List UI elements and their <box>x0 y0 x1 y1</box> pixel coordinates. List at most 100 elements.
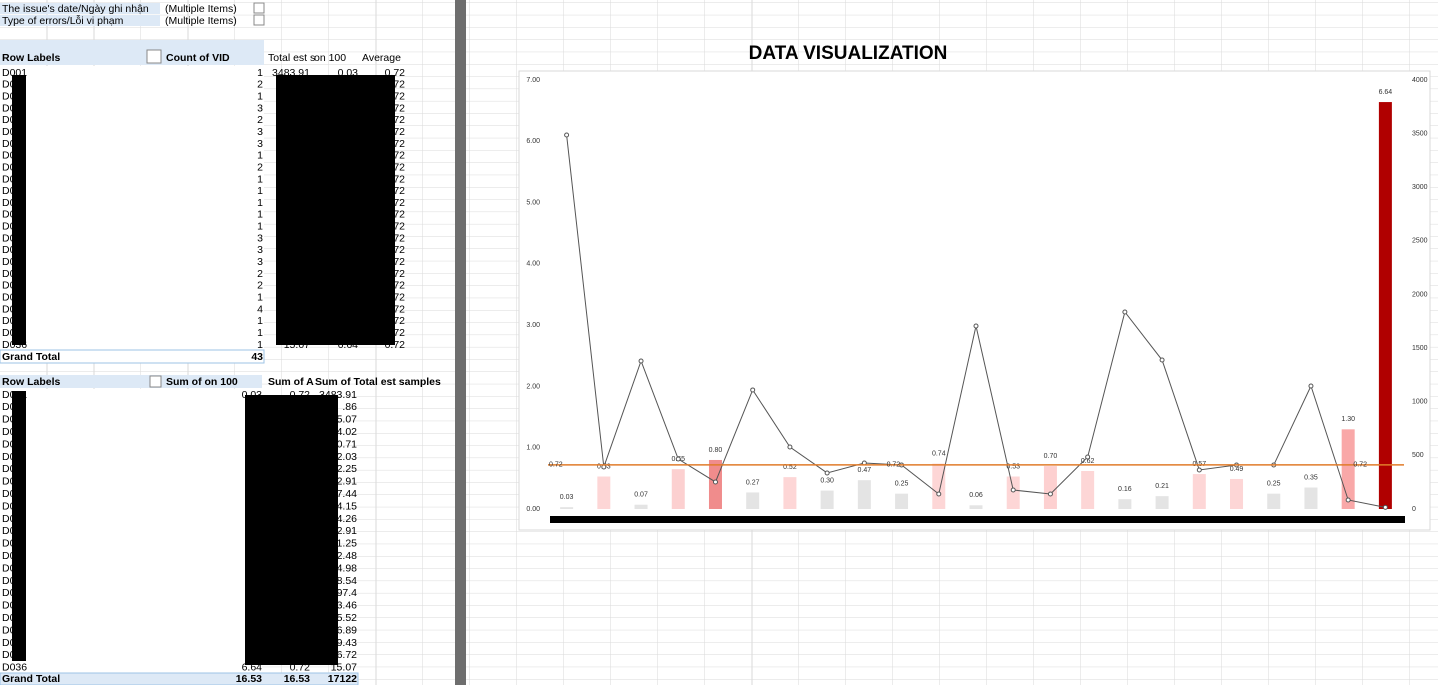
marker <box>1382 504 1388 510</box>
bar <box>1341 429 1355 509</box>
data-label: 0.21 <box>1155 483 1169 490</box>
grand-total-value: 16.53 <box>236 673 262 685</box>
cell: 1 <box>257 197 263 209</box>
bar <box>1081 471 1095 509</box>
filter-bg <box>0 15 160 26</box>
cell: 97.4 <box>337 587 358 599</box>
cell: 3 <box>257 102 263 114</box>
cell: 3 <box>257 138 263 150</box>
bar <box>708 459 722 509</box>
y2-tick-label: 500 <box>1412 452 1424 459</box>
bar <box>932 463 946 509</box>
redaction <box>12 391 26 661</box>
data-label: 0.27 <box>746 479 760 486</box>
header-bg <box>0 375 262 388</box>
data-label: 0.25 <box>1267 481 1281 488</box>
y2-tick-label: 4000 <box>1412 77 1428 84</box>
data-label: 0.80 <box>709 447 723 454</box>
cell: 6.89 <box>337 624 358 636</box>
data-label: 0.30 <box>820 477 834 484</box>
filter-value: (Multiple Items) <box>165 15 237 27</box>
data-label: 0.62 <box>1081 458 1095 465</box>
bar <box>969 505 983 509</box>
cell: 1 <box>257 315 263 327</box>
cell: 3 <box>257 256 263 268</box>
y2-tick-label: 1000 <box>1412 399 1428 406</box>
marker <box>1085 454 1091 460</box>
y-tick-label: 7.00 <box>526 77 540 84</box>
y-tick-label: 3.00 <box>526 322 540 329</box>
bar <box>783 477 797 509</box>
bar <box>597 476 611 509</box>
average-label: 0.72 <box>887 462 901 469</box>
cell: 4.02 <box>337 426 358 438</box>
column-header: Total est s <box>268 52 315 64</box>
filter-button[interactable] <box>253 2 265 14</box>
average-label: 0.72 <box>549 462 563 469</box>
bar <box>1118 499 1132 509</box>
y2-tick-label: 0 <box>1412 506 1416 513</box>
bar <box>1006 476 1020 509</box>
marker <box>824 470 830 476</box>
y-tick-label: 0.00 <box>526 506 540 513</box>
filter-button[interactable] <box>146 49 162 64</box>
cell: 1 <box>257 185 263 197</box>
cell: 2 <box>257 114 263 126</box>
bar <box>1230 478 1244 509</box>
marker <box>750 387 756 393</box>
cell: 2.91 <box>337 476 358 488</box>
filter-label: The issue's date/Ngày ghi nhận <box>2 3 149 15</box>
filter-button[interactable] <box>253 14 265 26</box>
cell: 3 <box>257 126 263 138</box>
y2-tick-label: 3500 <box>1412 130 1428 137</box>
cell: 2.48 <box>337 550 358 562</box>
marker <box>1159 357 1165 363</box>
bar <box>1043 466 1057 509</box>
marker <box>712 479 718 485</box>
marker <box>564 132 570 138</box>
redaction <box>550 516 1405 523</box>
cell: 2.25 <box>337 463 358 475</box>
pane-divider[interactable] <box>455 0 466 685</box>
y2-tick-label: 2500 <box>1412 238 1428 245</box>
bar <box>857 480 871 509</box>
cell: 2 <box>257 268 263 280</box>
filter-button[interactable] <box>149 375 162 388</box>
total-bg <box>0 349 265 364</box>
bar <box>671 469 685 509</box>
data-label: 0.07 <box>634 492 648 499</box>
data-label: 0.74 <box>932 450 946 457</box>
cell: 1 <box>257 339 263 351</box>
marker <box>936 491 942 497</box>
redaction <box>12 75 26 345</box>
column-header: on 100 <box>314 52 346 64</box>
chart-title: DATA VISUALIZATION <box>749 43 948 64</box>
column-header: Row Labels <box>2 376 61 388</box>
grand-total-label: Grand Total <box>2 673 60 685</box>
cell: 9.43 <box>337 637 358 649</box>
data-label: 1.30 <box>1341 416 1355 423</box>
data-label: 6.64 <box>1379 89 1393 96</box>
y-tick-label: 4.00 <box>526 261 540 268</box>
y-tick-label: 1.00 <box>526 445 540 452</box>
column-header: Sum of on 100 <box>166 376 238 388</box>
cell: 0.71 <box>337 438 358 450</box>
bar <box>1304 487 1318 509</box>
cell: 2 <box>257 280 263 292</box>
marker <box>1122 309 1128 315</box>
grand-total-label: Grand Total <box>2 351 60 363</box>
cell: 5.52 <box>337 612 358 624</box>
data-label: 0.06 <box>969 492 983 499</box>
data-label: 0.03 <box>560 494 574 501</box>
y-tick-label: 2.00 <box>526 383 540 390</box>
cell: 8.54 <box>337 575 358 587</box>
marker <box>787 444 793 450</box>
data-label: 0.25 <box>895 481 909 488</box>
cell: 4.26 <box>337 513 358 525</box>
cell: D036 <box>2 662 27 674</box>
bar <box>746 492 760 509</box>
y-tick-label: 6.00 <box>526 138 540 145</box>
table-bg <box>0 66 264 350</box>
marker <box>1047 491 1053 497</box>
